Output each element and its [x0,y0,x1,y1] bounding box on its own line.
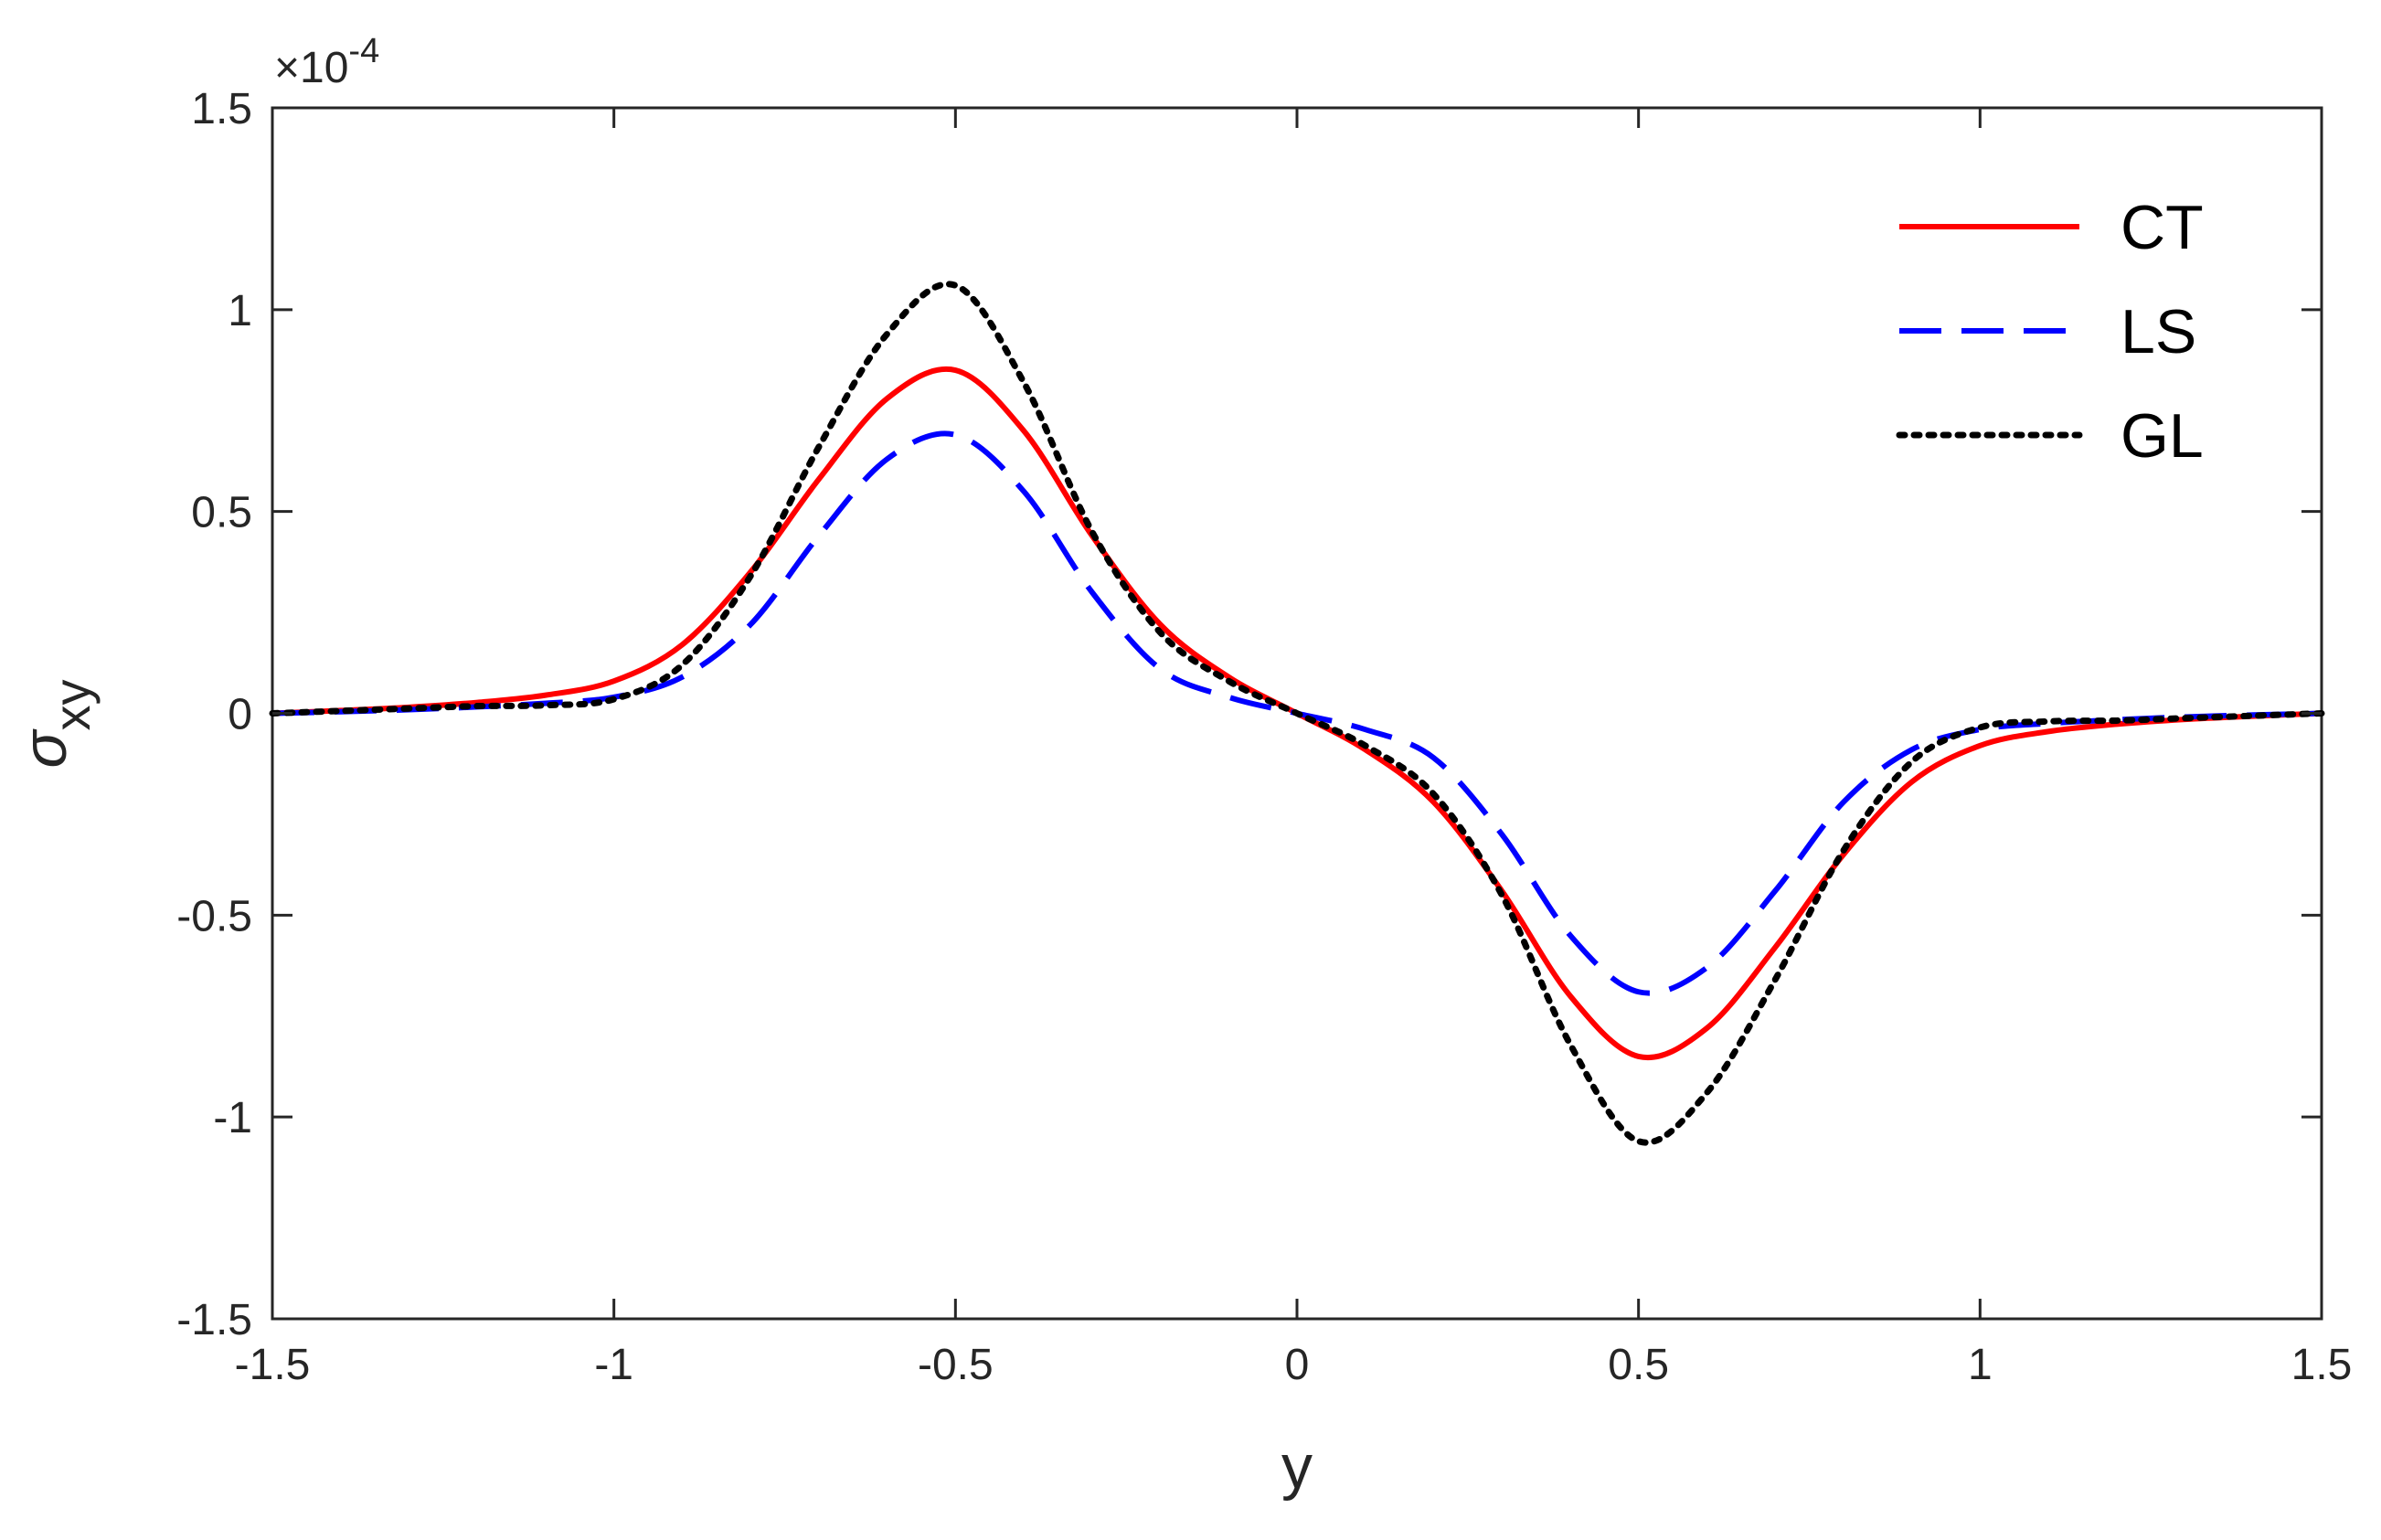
legend-label-ct: CT [2121,193,2204,262]
y-tick-label: 1.5 [191,85,252,133]
y-tick-label: -1.5 [176,1296,252,1344]
x-tick-label: -1.5 [235,1341,311,1389]
x-tick-label: 1 [1968,1341,1993,1389]
y-tick-label: 0.5 [191,489,252,537]
y-tick-label: -0.5 [176,892,252,940]
ticks-layer: -1.5 -1 -0.5 0 0.5 1 1.5 -1.5 -1 -0.5 0 0.5 1 1.5 [176,85,2352,1389]
y-axis-multiplier: ×10-4 [274,32,379,92]
series-line-gl [269,281,2325,1146]
y-axis-label-symbol: σ [10,728,80,769]
x-tick-label: 0.5 [1608,1341,1669,1389]
x-tick-label: 0 [1285,1341,1310,1389]
y-tick-label: 0 [228,691,252,739]
y-tick-label: -1 [213,1094,252,1142]
y-tick-label: 1 [228,287,252,335]
x-tick-label: 1.5 [2291,1341,2353,1389]
legend-label-gl: GL [2121,401,2204,471]
x-tick-label: -0.5 [918,1341,994,1389]
x-tick-label: -1 [594,1341,633,1389]
y-multiplier-base: ×10 [274,44,348,92]
y-axis-label: σxy [10,679,101,768]
y-axis-label-subscript: xy [43,679,101,730]
x-axis-label: y [1281,1432,1313,1502]
series-layer [269,281,2325,1146]
y-multiplier-exponent: -4 [348,32,379,70]
legend: CT LS GL [1896,193,2204,471]
legend-label-ls: LS [2121,297,2196,366]
